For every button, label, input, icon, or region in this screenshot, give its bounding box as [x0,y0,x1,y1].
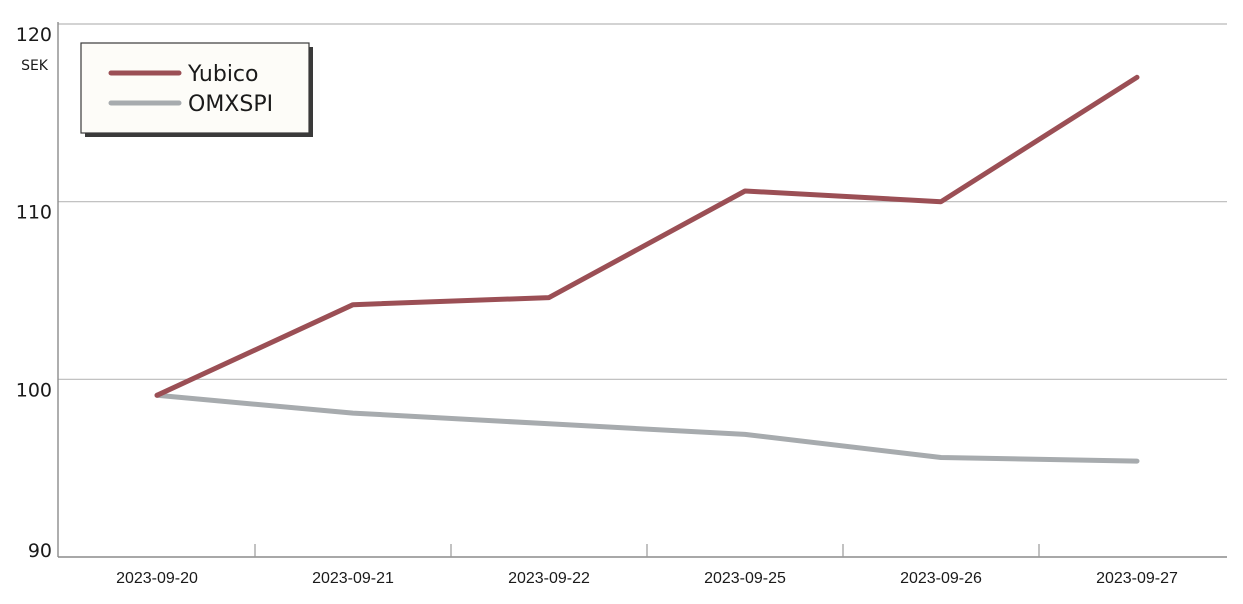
y-axis-unit-label: SEK [21,58,49,74]
y-axis-labels: 90 100 110 120 SEK [16,24,52,562]
axes [57,22,1227,558]
x-tick-label: 2023-09-25 [704,570,786,587]
x-tick-label: 2023-09-27 [1096,570,1178,587]
x-tick-label: 2023-09-20 [116,570,198,587]
gridlines [58,23,1227,380]
series-lines [154,74,1140,464]
y-tick-label-110: 110 [16,202,52,224]
legend-label-omxspi: OMXSPI [188,92,273,117]
legend: Yubico OMXSPI [80,42,313,137]
legend-box [80,42,310,134]
x-tick-label: 2023-09-22 [508,570,590,587]
x-axis-labels: 2023-09-20 2023-09-21 2023-09-22 2023-09-25… [116,570,1178,587]
x-tick-label: 2023-09-21 [312,570,394,587]
legend-label-yubico: Yubico [187,62,259,87]
y-tick-label-100: 100 [16,379,52,401]
y-tick-label-120: 120 [16,24,52,46]
y-tick-label-90: 90 [28,540,52,562]
series-line-yubico [154,74,1140,398]
series-line-omxspi [154,392,1140,464]
x-tick-label: 2023-09-26 [900,570,982,587]
